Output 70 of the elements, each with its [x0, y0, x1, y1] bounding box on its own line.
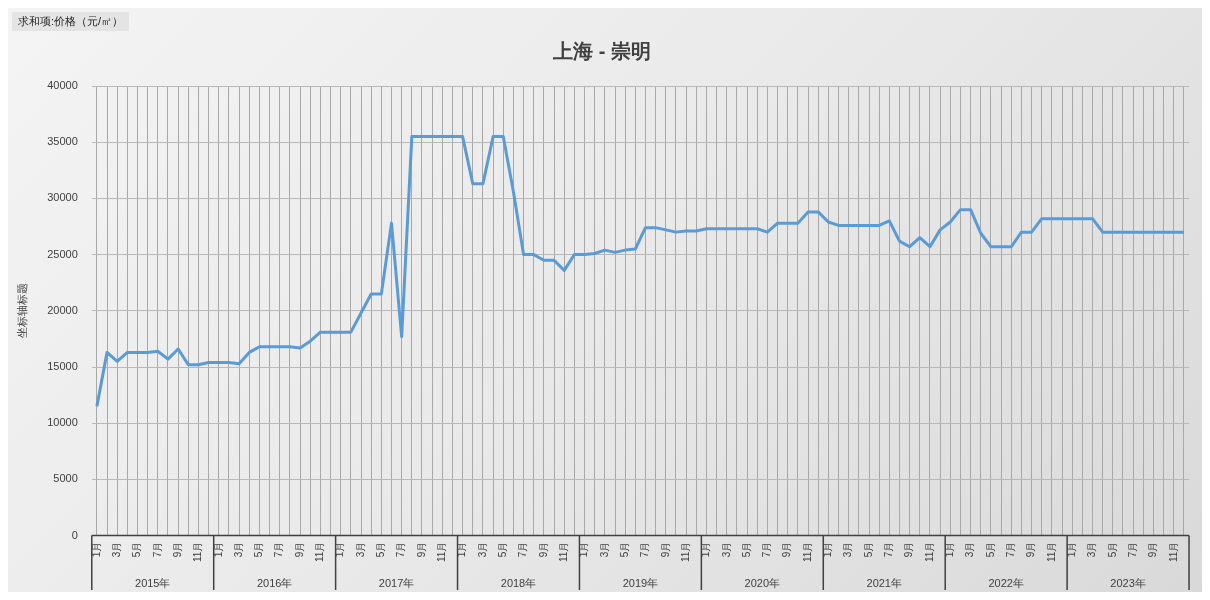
y-tick-label: 25000 — [47, 247, 78, 260]
text: 2023年 — [1110, 576, 1146, 589]
x-tick-label: 7月 — [151, 541, 163, 558]
text: 2020年 — [744, 576, 781, 589]
x-tick-label: 7月 — [1126, 541, 1138, 558]
x-tick-label: 11月 — [557, 541, 569, 563]
x-tick-label: 1月 — [90, 541, 102, 558]
x-tick-label: 9月 — [537, 541, 549, 558]
x-tick-label: 1月 — [944, 541, 956, 558]
x-tick-label: 9月 — [781, 541, 793, 558]
x-tick-label: 7月 — [395, 541, 407, 558]
x-tick-label: 5月 — [253, 541, 265, 558]
x-tick-label: 3月 — [476, 541, 488, 558]
text: 2015年 — [135, 576, 171, 589]
x-tick-label: 5月 — [131, 541, 143, 558]
y-tick-label: 40000 — [47, 79, 78, 92]
x-tick-label: 3月 — [232, 541, 244, 558]
x-tick-label: 5月 — [375, 541, 387, 558]
x-tick-label: 5月 — [1106, 541, 1118, 558]
x-tick-label: 11月 — [801, 541, 813, 563]
chart-title: 上海 - 崇明 — [552, 39, 651, 62]
text: 2017年 — [378, 576, 415, 589]
y-tick-label: 35000 — [47, 135, 78, 148]
x-tick-label: 3月 — [964, 541, 976, 558]
x-tick-label: 5月 — [740, 541, 752, 558]
y-tick-label: 0 — [71, 528, 78, 541]
text: 2016年 — [256, 576, 293, 589]
x-tick-label: 5月 — [497, 541, 509, 558]
x-tick-label: 1月 — [212, 541, 224, 558]
x-tick-label: 11月 — [1045, 541, 1057, 563]
x-tick-label: 3月 — [1086, 541, 1098, 558]
x-tick-label: 5月 — [862, 541, 874, 558]
y-tick-label: 10000 — [47, 416, 78, 429]
x-tick-label: 9月 — [293, 541, 305, 558]
text: 2022年 — [988, 576, 1024, 589]
x-tick-label: 3月 — [842, 541, 854, 558]
x-tick-label: 7月 — [761, 541, 773, 558]
x-tick-label: 11月 — [923, 541, 935, 563]
y-axis-title: 坐标轴标题 — [15, 283, 28, 339]
x-tick-label: 3月 — [720, 541, 732, 558]
x-tick-label: 3月 — [110, 541, 122, 558]
x-tick-label: 7月 — [1004, 541, 1016, 558]
x-tick-label: 9月 — [415, 541, 427, 558]
x-tick-label: 5月 — [618, 541, 630, 558]
x-tick-label: 3月 — [354, 541, 366, 558]
y-tick-label: 5000 — [53, 472, 78, 485]
y-tick-label: 15000 — [47, 360, 78, 373]
x-tick-label: 11月 — [192, 541, 204, 563]
y-tick-label: 30000 — [47, 191, 78, 204]
x-tick-label: 11月 — [314, 541, 326, 563]
text: 2021年 — [866, 576, 902, 589]
x-tick-label: 7月 — [273, 541, 285, 558]
x-tick-label: 11月 — [436, 541, 448, 563]
x-tick-label: 9月 — [1147, 541, 1159, 558]
x-tick-label: 9月 — [903, 541, 915, 558]
x-tick-label: 11月 — [1167, 541, 1179, 563]
x-tick-label: 1月 — [1065, 541, 1077, 558]
x-tick-label: 7月 — [517, 541, 529, 558]
text: 求和项:价格（元/㎡） — [12, 12, 130, 31]
x-tick-label: 3月 — [598, 541, 610, 558]
text: 2018年 — [500, 576, 537, 589]
x-tick-label: 9月 — [659, 541, 671, 558]
x-tick-label: 9月 — [1025, 541, 1037, 558]
x-tick-label: 11月 — [679, 541, 691, 563]
x-tick-label: 7月 — [883, 541, 895, 558]
x-tick-label: 9月 — [171, 541, 183, 558]
y-tick-label: 20000 — [47, 303, 78, 316]
text: 2019年 — [622, 576, 659, 589]
x-tick-label: 5月 — [984, 541, 996, 558]
x-tick-label: 7月 — [639, 541, 651, 558]
